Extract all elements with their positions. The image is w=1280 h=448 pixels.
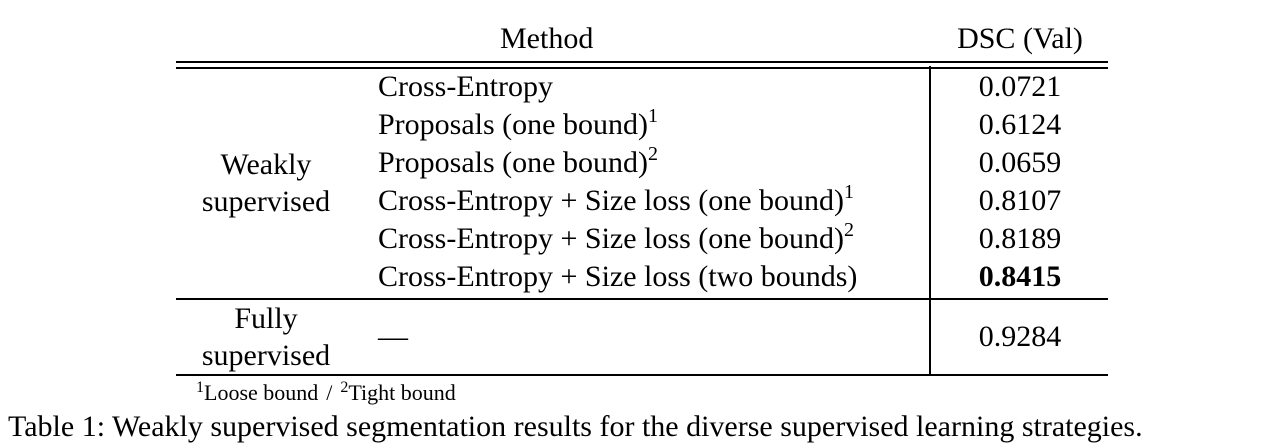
group-label: Weakly supervised	[201, 148, 331, 218]
method-cell: Proposals (one bound)1	[378, 106, 658, 144]
header-dsc: DSC (Val)	[957, 22, 1083, 55]
method-text: Cross-Entropy	[378, 70, 553, 103]
rule	[176, 298, 1108, 300]
group-label: Fully supervised	[201, 302, 331, 372]
note-mark: 2	[647, 143, 658, 165]
note-mark: 2	[340, 379, 349, 396]
separator: /	[326, 380, 333, 405]
note-text: Tight bound	[348, 380, 456, 405]
caption: Table 1: Weakly supervised segmentation …	[8, 410, 1143, 443]
column-rule	[929, 66, 931, 298]
method-cell: Cross-Entropy	[378, 68, 553, 106]
method-cell: —	[378, 318, 408, 356]
dsc-value: 0.6124	[978, 108, 1062, 141]
rule	[176, 61, 1108, 63]
dsc-value: 0.9284	[978, 320, 1062, 353]
note-mark: 1	[844, 181, 855, 203]
method-text: Proposals (one bound)	[378, 108, 648, 141]
note-mark: 1	[647, 105, 658, 127]
dsc-value: 0.8189	[978, 222, 1062, 255]
note-mark: 2	[844, 219, 855, 241]
header-method: Method	[500, 22, 594, 55]
note-text: Loose bound	[204, 380, 319, 405]
method-text: Cross-Entropy + Size loss (one bound)	[378, 184, 845, 217]
dsc-value: 0.0721	[978, 70, 1062, 103]
footnote: 1Loose bound / 2Tight bound	[196, 380, 456, 406]
method-text: Cross-Entropy + Size loss (one bound)	[378, 222, 845, 255]
dsc-value: 0.0659	[978, 146, 1062, 179]
method-cell: Cross-Entropy + Size loss (one bound)2	[378, 220, 854, 258]
method-text: Proposals (one bound)	[378, 146, 648, 179]
rule	[176, 374, 1108, 376]
note-mark: 1	[196, 379, 204, 396]
method-cell: Cross-Entropy + Size loss (two bounds)	[378, 258, 857, 296]
column-rule	[929, 298, 931, 374]
method-cell: Cross-Entropy + Size loss (one bound)1	[378, 182, 854, 220]
dsc-value: 0.8107	[978, 184, 1062, 217]
method-text: —	[378, 320, 408, 353]
rule	[176, 67, 1108, 69]
method-cell: Proposals (one bound)2	[378, 144, 658, 182]
dsc-value: 0.8415	[978, 260, 1062, 293]
method-text: Cross-Entropy + Size loss (two bounds)	[378, 260, 858, 293]
